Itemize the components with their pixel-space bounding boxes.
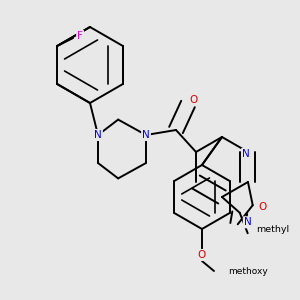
Text: N: N <box>94 130 102 140</box>
Text: N: N <box>142 130 150 140</box>
Text: O: O <box>198 250 206 260</box>
Text: O: O <box>189 95 197 105</box>
Text: methoxy: methoxy <box>228 266 268 275</box>
Text: O: O <box>259 202 267 212</box>
Text: N: N <box>244 217 252 227</box>
Text: F: F <box>77 31 83 41</box>
Text: methyl: methyl <box>256 225 289 234</box>
Text: N: N <box>242 149 250 159</box>
